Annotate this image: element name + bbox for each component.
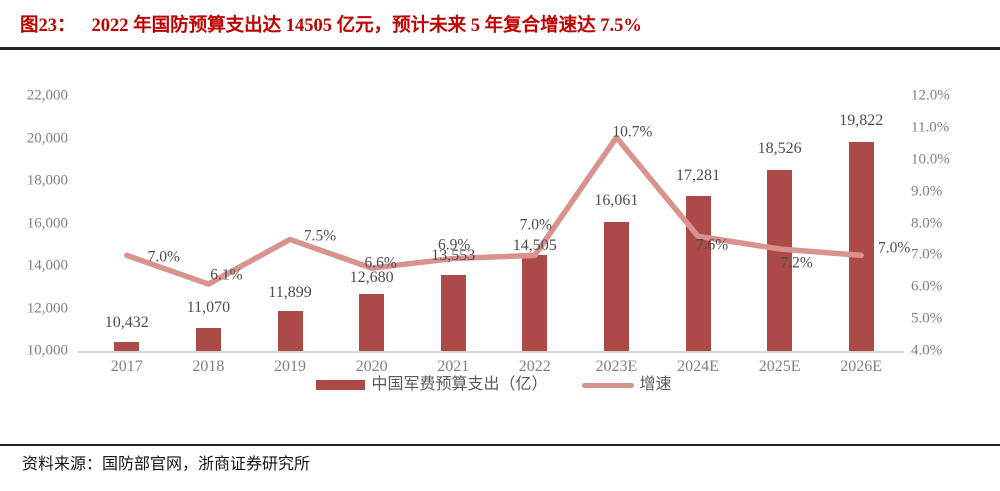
x-tick-label-2024E: 2024E (677, 358, 719, 375)
growth-point-label: 6.9% (438, 236, 471, 254)
x-tick-label-2023E: 2023E (595, 358, 638, 375)
bar-value-label: 16,061 (594, 192, 639, 210)
source-divider (0, 444, 1000, 446)
growth-point-label: 7.0% (147, 248, 180, 266)
x-axis-baseline (78, 351, 904, 353)
growth-point-label: 7.0% (878, 239, 911, 257)
y-right-tick-label: 12.0% (911, 87, 950, 104)
y-right-tick-label: 11.0% (911, 119, 950, 136)
y-left-tick-label: 22,000 (26, 87, 68, 104)
bar-2017 (114, 341, 140, 351)
x-tick-label-2020: 2020 (355, 358, 388, 375)
bar-2024E (685, 196, 711, 351)
x-tick-label-2026E: 2026E (840, 358, 883, 375)
legend-item-budget: 中国军费预算支出（亿） (316, 376, 548, 393)
bar-value-label: 17,281 (676, 167, 720, 185)
legend-budget-label: 中国军费预算支出（亿） (371, 376, 548, 393)
line-swatch-icon (581, 382, 634, 388)
y-left-tick-label: 16,000 (26, 215, 68, 231)
growth-point-label: 10.7% (612, 123, 653, 141)
bar-value-label: 10,432 (104, 313, 149, 331)
bar-2023E (603, 222, 629, 351)
growth-point-label: 6.6% (364, 254, 397, 272)
bar-value-label: 11,070 (186, 299, 231, 317)
legend-item-growth: 增速 (581, 376, 672, 393)
chart-legend: 中国军费预算支出（亿） 增速 (86, 377, 902, 393)
growth-point-label: 7.5% (303, 227, 337, 245)
y-right-tick-label: 8.0% (911, 215, 943, 231)
bar-value-label: 11,899 (268, 283, 312, 301)
growth-line (124, 134, 864, 287)
bar-value-label: 18,526 (757, 139, 802, 157)
y-right-tick-label: 4.0% (911, 342, 943, 359)
y-left-tick-label: 10,000 (26, 342, 68, 359)
bar-value-label: 13,553 (431, 247, 476, 265)
growth-point-label: 7.6% (695, 236, 729, 254)
y-left-tick-label: 14,000 (26, 257, 68, 274)
y-right-tick-label: 9.0% (911, 183, 943, 200)
legend-growth-label: 增速 (639, 376, 672, 393)
bar-swatch-icon (316, 380, 366, 390)
figure-caption: 图23： 2022 年国防预算支出达 14505 亿元，预计未来 5 年复合增速达… (20, 11, 642, 37)
x-tick-label-2017: 2017 (110, 358, 143, 375)
data-source: 资料来源：国防部官网，浙商证券研究所 (22, 456, 311, 473)
y-right-tick-label: 10.0% (911, 151, 950, 168)
bar-2026E (848, 142, 874, 351)
x-tick-label-2021: 2021 (437, 358, 470, 375)
y-left-tick-label: 18,000 (26, 172, 68, 189)
bar-2022 (522, 255, 548, 351)
growth-point-label: 7.2% (780, 254, 813, 272)
bar-2019 (277, 310, 303, 351)
bar-value-label: 14,505 (512, 237, 557, 255)
bar-2020 (359, 294, 385, 351)
y-left-tick-label: 20,000 (26, 130, 68, 146)
x-tick-label-2025E: 2025E (758, 358, 801, 375)
x-tick-label-2022: 2022 (518, 358, 551, 375)
y-right-tick-label: 7.0% (911, 246, 943, 263)
bar-value-label: 19,822 (839, 112, 884, 130)
y-left-tick-label: 12,000 (26, 300, 68, 316)
x-tick-label-2019: 2019 (274, 358, 306, 375)
growth-point-label: 6.1% (210, 266, 243, 284)
bar-2018 (195, 328, 221, 351)
y-right-tick-label: 5.0% (911, 310, 943, 327)
figure-number: 图23： (20, 16, 76, 36)
growth-point-label: 7.0% (519, 216, 552, 234)
bar-2021 (440, 275, 466, 351)
figure-title: 2022 年国防预算支出达 14505 亿元，预计未来 5 年复合增速达 7.5… (91, 16, 642, 36)
y-right-tick-label: 6.0% (911, 278, 943, 295)
caption-underline (0, 47, 1000, 50)
x-tick-label-2018: 2018 (192, 358, 225, 375)
bar-value-label: 12,680 (349, 269, 394, 287)
